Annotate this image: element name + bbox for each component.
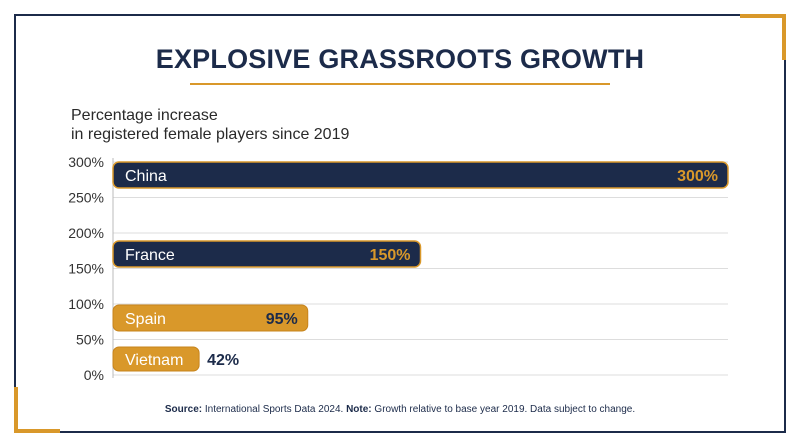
subtitle-line-1: Percentage increase: [71, 107, 218, 124]
category-label: Spain: [125, 311, 166, 328]
corner-accent-top-right: [740, 14, 786, 60]
value-label: 300%: [677, 168, 718, 185]
value-label: 150%: [370, 247, 411, 264]
bar-vietnam: [112, 346, 200, 372]
note-text: Growth relative to base year 2019. Data …: [371, 404, 636, 415]
chart-title: EXPLOSIVE GRASSROOTS GROWTH: [155, 44, 645, 74]
chart-subtitle: Percentage increase in registered female…: [71, 106, 349, 144]
title-underline: [190, 83, 610, 85]
bar-spain: [112, 304, 309, 332]
y-tick-label: 300%: [68, 154, 104, 170]
y-tick-label: 150%: [68, 261, 104, 277]
y-tick-label: 50%: [76, 332, 104, 348]
category-label: China: [125, 168, 167, 185]
category-label: Vietnam: [125, 352, 183, 369]
value-label: 95%: [266, 311, 298, 328]
source-label: Source:: [164, 404, 203, 415]
bar-china: [112, 161, 729, 189]
source-text: International Sports Data 2024.: [202, 404, 347, 415]
y-tick-label: 0%: [84, 367, 104, 383]
bar-france: [112, 240, 422, 268]
category-label: France: [125, 247, 175, 264]
note-label: Note:: [346, 404, 372, 415]
chart-frame: [14, 14, 786, 433]
y-tick-label: 250%: [68, 190, 104, 206]
y-tick-label: 100%: [68, 296, 104, 312]
corner-accent-bottom-left: [14, 387, 60, 433]
subtitle-line-2: in registered female players since 2019: [71, 126, 350, 143]
value-label: 42%: [207, 352, 239, 369]
source-note: Source: International Sports Data 2024. …: [0, 404, 800, 415]
y-tick-label: 200%: [68, 225, 104, 241]
